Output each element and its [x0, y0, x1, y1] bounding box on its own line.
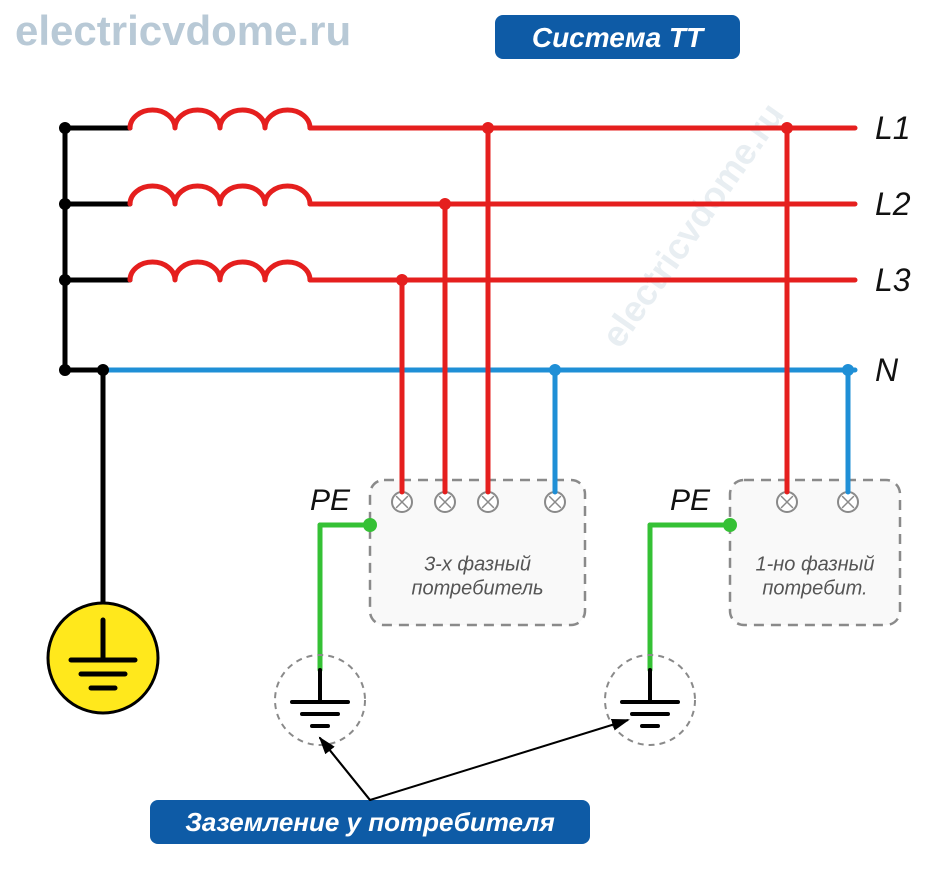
svg-text:Заземление у потребителя: Заземление у потребителя: [185, 807, 555, 837]
svg-text:L1: L1: [875, 110, 911, 146]
svg-text:потребит.: потребит.: [762, 578, 867, 600]
svg-text:потребитель: потребитель: [411, 578, 543, 600]
svg-text:3-х фазный: 3-х фазный: [424, 554, 531, 576]
svg-text:electricvdome.ru: electricvdome.ru: [15, 7, 351, 54]
schematic-diagram: electricvdome.ruelectricvdome.ruСистема …: [0, 0, 950, 880]
svg-text:PE: PE: [670, 484, 711, 517]
svg-text:L2: L2: [875, 186, 911, 222]
svg-text:N: N: [875, 352, 899, 388]
svg-text:PE: PE: [310, 484, 351, 517]
svg-text:1-но фазный: 1-но фазный: [755, 554, 874, 576]
svg-text:Система ТТ: Система ТТ: [532, 22, 706, 53]
svg-text:L3: L3: [875, 262, 911, 298]
